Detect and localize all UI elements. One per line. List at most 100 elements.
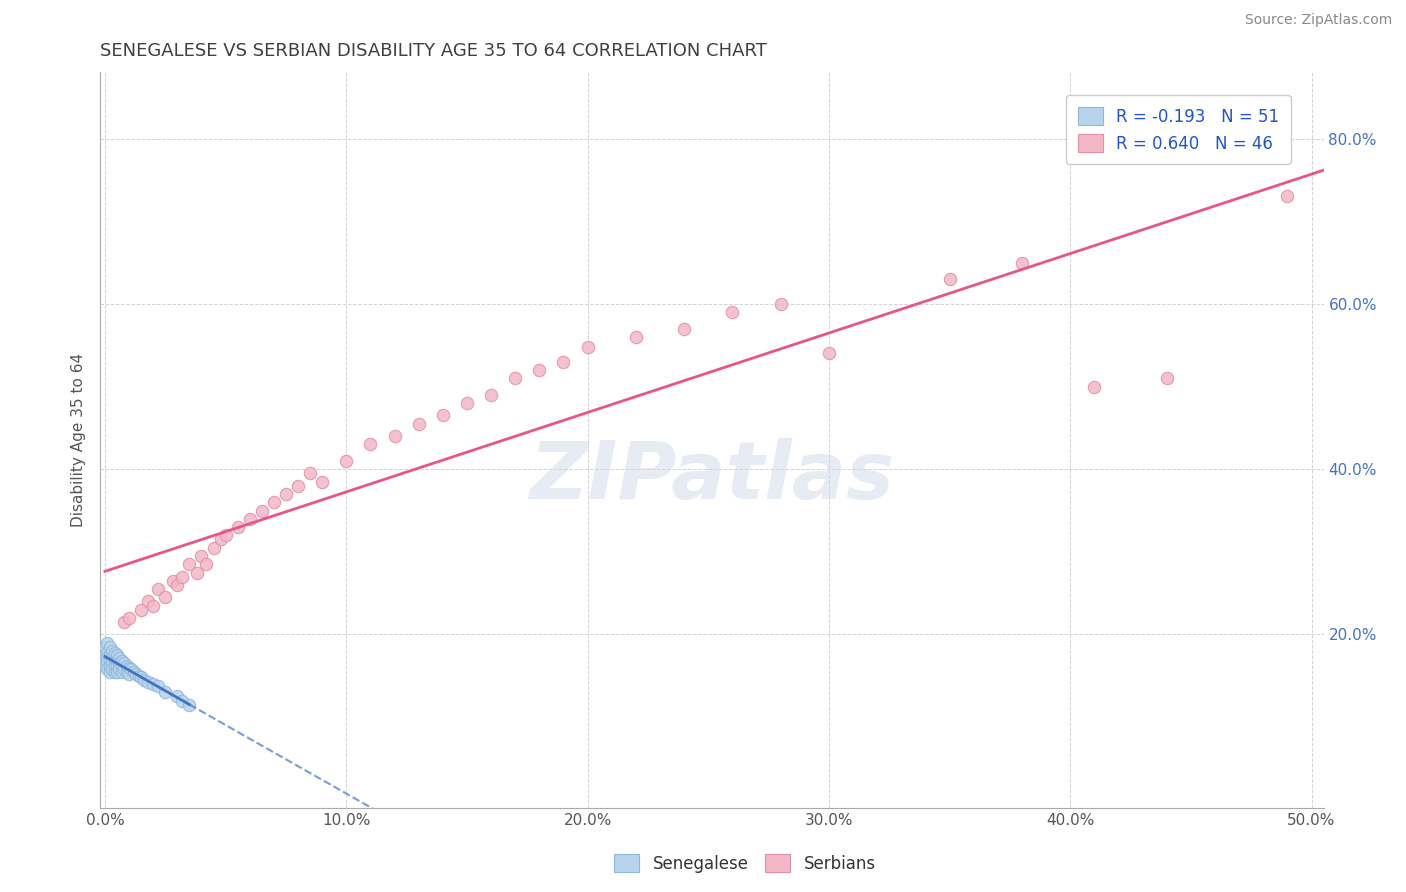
Point — [101, 644, 124, 658]
Point — [108, 657, 131, 671]
Point — [101, 650, 124, 665]
Point — [721, 305, 744, 319]
Point — [105, 648, 128, 662]
Point — [96, 662, 118, 676]
Point — [96, 636, 118, 650]
Point — [1277, 189, 1299, 203]
Point — [111, 665, 134, 679]
Point — [938, 272, 960, 286]
Point — [118, 611, 141, 625]
Point — [104, 654, 127, 668]
Point — [190, 549, 212, 563]
Point — [121, 662, 143, 676]
Point — [128, 669, 150, 683]
Point — [287, 479, 309, 493]
Point — [105, 665, 128, 679]
Point — [112, 615, 135, 629]
Legend: Senegalese, Serbians: Senegalese, Serbians — [607, 847, 883, 880]
Point — [155, 685, 177, 699]
Point — [138, 675, 160, 690]
Point — [624, 330, 647, 344]
Point — [384, 429, 406, 443]
Y-axis label: Disability Age 35 to 64: Disability Age 35 to 64 — [72, 353, 86, 527]
Point — [408, 417, 430, 431]
Point — [98, 648, 121, 662]
Point — [101, 662, 124, 676]
Text: Source: ZipAtlas.com: Source: ZipAtlas.com — [1244, 13, 1392, 28]
Point — [1011, 255, 1033, 269]
Point — [94, 640, 117, 654]
Legend: R = -0.193   N = 51, R = 0.640   N = 46: R = -0.193 N = 51, R = 0.640 N = 46 — [1066, 95, 1291, 164]
Point — [576, 340, 599, 354]
Point — [250, 503, 273, 517]
Point — [94, 659, 117, 673]
Point — [142, 677, 165, 691]
Point — [104, 659, 127, 673]
Point — [96, 657, 118, 671]
Point — [98, 654, 121, 668]
Point — [115, 659, 138, 673]
Point — [1156, 371, 1178, 385]
Point — [209, 533, 232, 547]
Point — [129, 671, 152, 685]
Point — [112, 657, 135, 671]
Point — [155, 591, 177, 605]
Point — [111, 654, 134, 668]
Point — [122, 665, 145, 679]
Text: SENEGALESE VS SERBIAN DISABILITY AGE 35 TO 64 CORRELATION CHART: SENEGALESE VS SERBIAN DISABILITY AGE 35 … — [100, 42, 768, 60]
Point — [479, 388, 502, 402]
Point — [98, 640, 121, 654]
Point — [239, 512, 262, 526]
Point — [172, 569, 194, 583]
Point — [179, 698, 201, 712]
Text: ZIPatlas: ZIPatlas — [529, 438, 894, 516]
Point — [359, 437, 381, 451]
Point — [172, 693, 194, 707]
Point — [108, 662, 131, 676]
Point — [529, 363, 551, 377]
Point — [202, 541, 225, 555]
Point — [115, 665, 138, 679]
Point — [335, 454, 357, 468]
Point — [96, 650, 118, 665]
Point — [1083, 379, 1105, 393]
Point — [118, 667, 141, 681]
Point — [299, 467, 322, 481]
Point — [94, 648, 117, 662]
Point — [673, 321, 696, 335]
Point — [311, 475, 333, 489]
Point — [96, 646, 118, 660]
Point — [146, 679, 169, 693]
Point — [101, 657, 124, 671]
Point — [553, 355, 575, 369]
Point — [162, 574, 184, 588]
Point — [105, 654, 128, 668]
Point — [94, 654, 117, 668]
Point — [769, 297, 792, 311]
Point — [142, 599, 165, 613]
Point — [104, 665, 127, 679]
Point — [226, 520, 249, 534]
Point — [166, 690, 188, 704]
Point — [104, 646, 127, 660]
Point — [166, 578, 188, 592]
Point — [214, 528, 236, 542]
Point — [98, 659, 121, 673]
Point — [195, 558, 218, 572]
Point — [179, 558, 201, 572]
Point — [503, 371, 526, 385]
Point — [432, 409, 454, 423]
Point — [105, 659, 128, 673]
Point — [112, 662, 135, 676]
Point — [129, 603, 152, 617]
Point — [146, 582, 169, 596]
Point — [125, 667, 148, 681]
Point — [818, 346, 841, 360]
Point — [263, 495, 285, 509]
Point — [274, 487, 297, 501]
Point — [138, 594, 160, 608]
Point — [111, 659, 134, 673]
Point — [98, 665, 121, 679]
Point — [118, 660, 141, 674]
Point — [132, 673, 155, 687]
